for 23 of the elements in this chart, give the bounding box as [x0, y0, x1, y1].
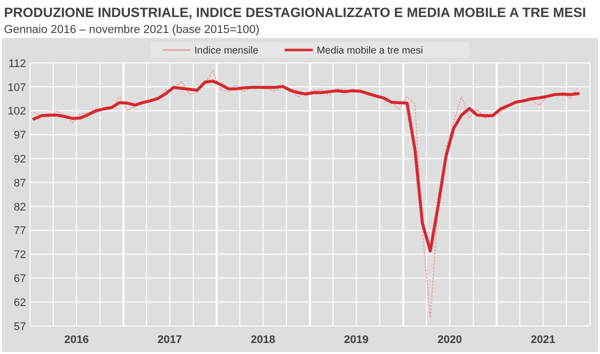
y-tick-label: 82	[14, 201, 26, 214]
x-tick-label: 2019	[344, 334, 368, 346]
y-tick-label: 72	[14, 249, 26, 262]
y-tick-label: 97	[14, 130, 26, 142]
chart-subtitle: Gennaio 2016 – novembre 2021 (base 2015=100)	[4, 24, 260, 36]
y-tick-label: 62	[14, 296, 26, 309]
x-tick-label: 2017	[158, 334, 182, 346]
y-tick-label: 102	[8, 106, 26, 118]
line-series	[32, 80, 580, 252]
y-tick-label: 107	[8, 82, 26, 94]
legend-label: Media mobile a tre mesi	[316, 46, 423, 56]
y-tick-label: 57	[14, 320, 26, 333]
x-tick-label: 2020	[438, 334, 462, 346]
y-tick-label: 67	[14, 273, 26, 286]
y-tick-label: 77	[14, 225, 26, 238]
y-tick-label: 87	[14, 177, 26, 190]
x-tick-label: 2016	[64, 334, 89, 346]
y-tick-label: 112	[8, 58, 26, 70]
y-tick-label: 92	[14, 153, 26, 166]
legend-label: Indice mensile	[194, 46, 259, 56]
x-tick-label: 2021	[530, 334, 556, 346]
chart-title: PRODUZIONE INDUSTRIALE, INDICE DESTAGIONALIZZATO E MEDIA MOBILE A TRE MESI	[4, 5, 586, 20]
x-tick-label: 2018	[250, 334, 276, 346]
